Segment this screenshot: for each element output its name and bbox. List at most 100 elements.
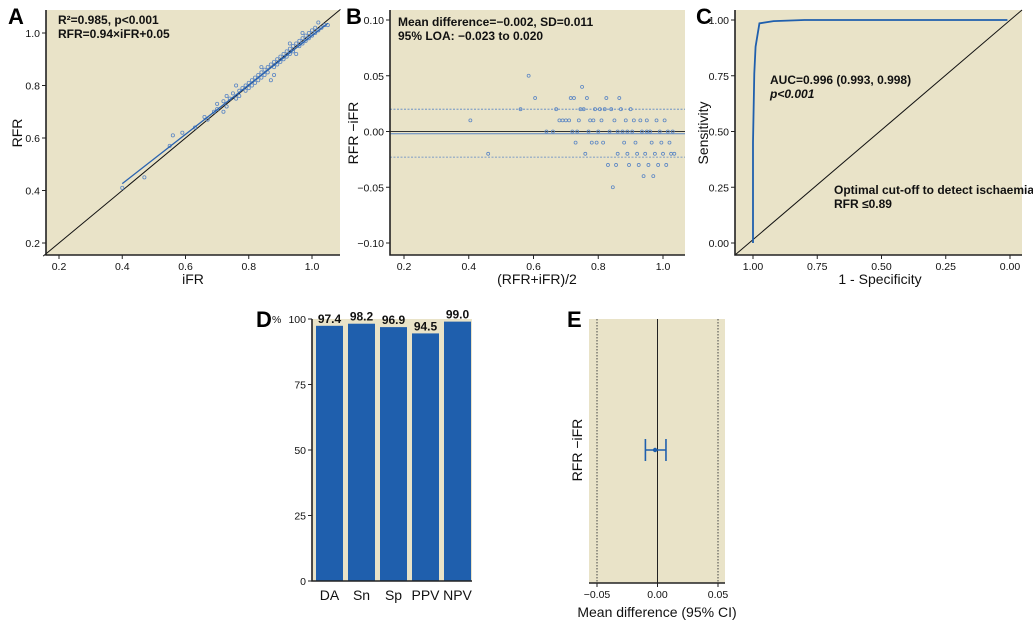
panel-b-data-point (567, 118, 572, 123)
panel-a-data-point (234, 96, 239, 101)
panel-b-data-point (653, 151, 657, 156)
panel-b-x-tick-label: 0.8 (591, 261, 606, 273)
panel-c-diagonal-line (734, 9, 1023, 256)
panel-a-data-point (259, 70, 264, 75)
panel-b-data-point (468, 118, 473, 123)
panel-b-data-point (583, 151, 588, 156)
panel-d-y-unit: % (272, 314, 281, 326)
panel-b-data-point (617, 96, 622, 100)
panel-b-data-point (646, 163, 651, 167)
panel-b-x-tick-label: 0.4 (461, 261, 476, 273)
panel-c-axes (734, 10, 1022, 256)
panel-b-data-point (627, 163, 631, 167)
panel-d-bar (348, 323, 375, 581)
panel-b-data-point (662, 118, 667, 123)
panel-a-data-point (287, 46, 292, 51)
panel-b-x-axis-label: (RFR+iFR)/2 (497, 271, 577, 287)
panel-a-x-tick-label: 0.2 (52, 261, 67, 273)
panel-d-bar (412, 333, 439, 581)
panel-b-axes (389, 10, 685, 256)
panel-a-data-point (294, 41, 299, 46)
panel-b-data-point (551, 129, 555, 134)
panel-b-data-point (614, 163, 618, 167)
panel-a-data-point (221, 99, 226, 104)
panel-a-data-point (262, 67, 267, 72)
panel-d-category-label: PPV (411, 587, 440, 603)
panel-a-x-tick-label: 0.4 (115, 261, 130, 273)
panel-c-annotation-auc: AUC=0.996 (0.993, 0.998) (770, 73, 911, 87)
panel-b-data-point (641, 174, 646, 179)
panel-c-y-tick-label: 0.25 (709, 182, 730, 194)
panel-a-x-tick-label: 1.0 (305, 261, 320, 273)
panel-b-x-tick-label: 0.2 (397, 261, 412, 273)
panel-c-y-tick-label: 0.00 (709, 238, 730, 250)
panel-c-x-axis-label: 1 - Specificity (838, 271, 921, 287)
panel-c-roc-curve (752, 19, 1008, 243)
panel-b-data-point (644, 129, 649, 134)
panel-b-data-point (636, 163, 641, 167)
panel-e-y-axis-label: RFR −iFR (569, 419, 585, 482)
panel-a-data-point (268, 78, 273, 83)
panel-d-y-tick-label: 75 (294, 380, 306, 392)
panel-c-x-tick-label: 0.50 (871, 261, 892, 273)
panel-a-y-tick-label: 0.6 (25, 133, 40, 145)
panel-a-x-tick-label: 0.8 (241, 261, 256, 273)
panel-a-data-point (230, 91, 235, 96)
panel-b-data-point (591, 118, 596, 123)
panel-e-x-tick-label: 0.00 (647, 589, 668, 601)
panel-b-data-point (606, 163, 610, 167)
panel-b-data-point (526, 73, 531, 78)
panel-a-y-tick-label: 1.0 (25, 28, 40, 40)
panel-b-data-point (633, 140, 638, 145)
panel-b-label: B (346, 4, 362, 29)
panel-a-axes (45, 10, 340, 256)
panel-a-data-point (297, 38, 302, 43)
panel-b-data-point (575, 129, 580, 134)
panel-a-data-point (170, 133, 175, 138)
panel-d-y-tick-label: 100 (288, 314, 306, 326)
panel-b-y-tick-label: 0.10 (364, 15, 385, 27)
panel-d-category-label: DA (320, 587, 340, 603)
panel-b-data-point (607, 129, 612, 134)
panel-b-y-axis-label: RFR −iFR (345, 102, 361, 165)
panel-c-x-tick-label: 1.00 (743, 261, 764, 273)
panel-b-data-point (620, 129, 625, 134)
panel-d-bar-chart: D % 97.4 DA 98.2 Sn 96.9 Sp 94.5 PPV 99.0 NPV 0 25… (256, 307, 473, 603)
panel-b-x-tick-label: 1.0 (656, 261, 671, 273)
panel-c-y-axis-label: Sensitivity (695, 101, 711, 164)
panel-a-data-point (234, 83, 239, 88)
panel-c-x-tick-label: 0.75 (807, 261, 828, 273)
panel-b-data-point (518, 107, 523, 112)
panel-e-x-tick-label: −0.05 (584, 589, 611, 601)
panel-b-data-point (533, 96, 538, 100)
panel-a-data-point (272, 73, 277, 78)
panel-b-data-point (610, 185, 615, 190)
panel-c-x-tick-label: 0.00 (1000, 261, 1021, 273)
panel-b-y-tick-label: −0.05 (357, 182, 384, 194)
panel-e-label: E (567, 307, 582, 332)
panel-b-data-point (661, 151, 665, 156)
panel-b-data-point (601, 140, 606, 145)
panel-a-regression-line (121, 22, 329, 185)
panel-a-data-point (303, 33, 308, 38)
panel-a-data-point (211, 109, 216, 114)
panel-b-plot-area (390, 10, 685, 255)
panel-b-data-point (586, 129, 591, 134)
panel-a-y-tick-label: 0.8 (25, 81, 40, 93)
panel-a-data-point (259, 65, 264, 70)
panel-b-data-point (625, 129, 630, 134)
panel-d-y-tick-label: 25 (294, 511, 306, 523)
panel-b-data-point (656, 163, 661, 167)
panel-b-data-point (570, 129, 575, 134)
panel-b-data-point (657, 129, 662, 134)
panel-b-data-point (670, 129, 675, 134)
panel-c-label: C (696, 4, 712, 29)
panel-d-category-label: Sn (353, 587, 370, 603)
panel-b-data-point (576, 118, 581, 123)
panel-b-data-point (585, 96, 589, 100)
panel-a-x-axis-label: iFR (182, 271, 204, 287)
panel-a-data-point (275, 57, 280, 62)
panel-d-category-label: Sp (385, 587, 402, 603)
panel-a-data-point (243, 88, 248, 93)
panel-a-data-point (256, 78, 261, 83)
